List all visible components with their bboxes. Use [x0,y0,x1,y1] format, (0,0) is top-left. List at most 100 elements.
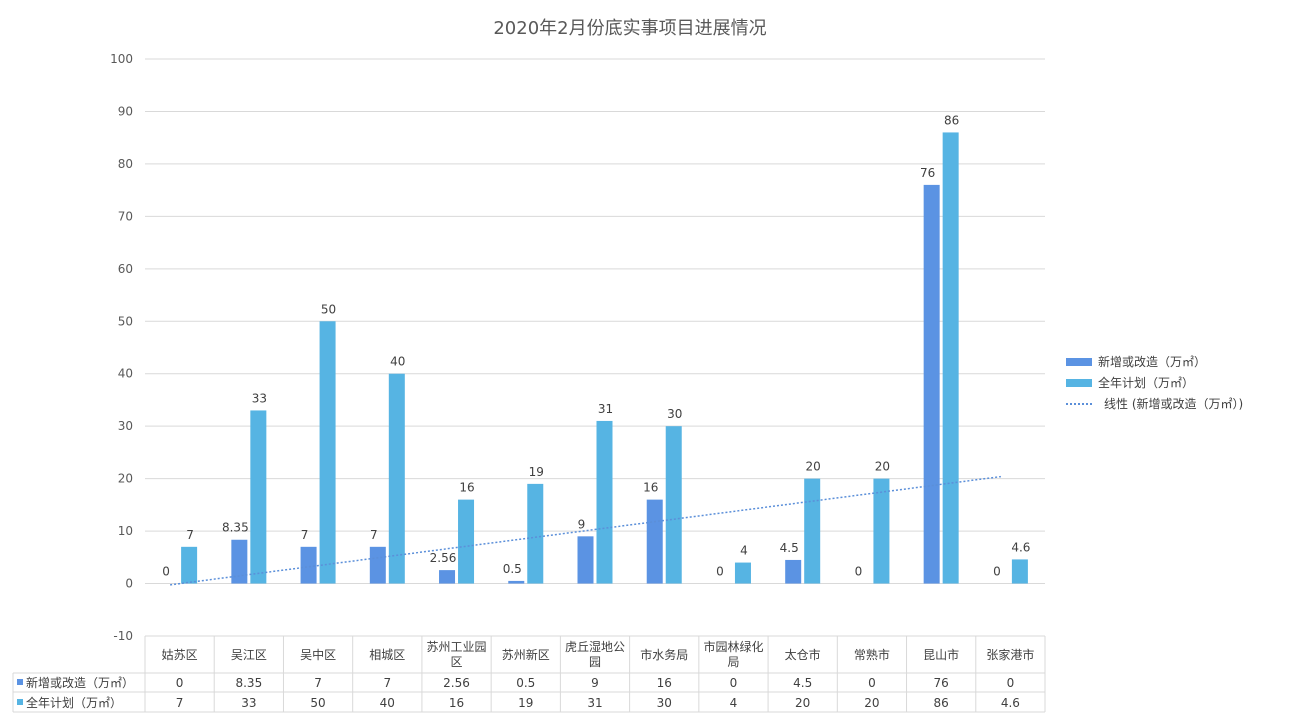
data-label-1-9: 20 [806,460,821,474]
legend-item-plan: 全年计划（万㎡） [1066,372,1243,393]
table-cell-0-8: 0 [730,676,738,690]
data-label-0-8: 0 [716,565,724,579]
data-label-1-2: 50 [321,302,336,316]
table-cell-1-10: 20 [864,696,879,710]
data-label-1-7: 30 [667,407,682,421]
category-label-5: 苏州新区 [502,647,550,662]
category-label-12: 张家港市 [986,647,1034,662]
bar-0-4 [439,570,456,584]
table-legend-key-1 [17,699,23,705]
table-cell-0-3: 7 [383,676,391,690]
table-cell-1-7: 30 [657,696,672,710]
category-label-0: 姑苏区 [162,648,198,662]
bar-0-1 [231,539,248,584]
bar-1-5 [527,483,544,584]
bar-0-9 [785,559,802,584]
data-label-0-10: 0 [855,565,863,579]
table-cell-1-0: 7 [176,696,184,710]
legend-item-trend: 线性 (新增或改造（万㎡）) [1066,393,1243,414]
table-cell-0-11: 76 [934,676,949,690]
table-cell-0-4: 2.56 [443,676,470,690]
y-tick-label-0: -10 [113,629,133,643]
bar-0-6 [577,536,594,584]
category-label-1: 吴江区 [231,648,267,662]
bar-0-11 [923,184,940,584]
data-label-1-12: 4.6 [1011,540,1030,554]
legend-label-new: 新增或改造（万㎡） [1098,355,1207,369]
legend: 新增或改造（万㎡） 全年计划（万㎡） 线性 (新增或改造（万㎡）) [1066,351,1243,414]
data-label-1-4: 16 [459,481,474,495]
table-cell-0-0: 0 [176,676,184,690]
table-cell-1-2: 50 [310,696,325,710]
y-tick-label-4: 30 [118,419,133,433]
category-label-3: 相城区 [369,648,405,662]
data-label-0-0: 0 [162,565,170,579]
legend-swatch-new [1066,357,1092,366]
category-label-6-0: 虎丘湿地公 [565,639,625,654]
y-tick-label-9: 80 [118,157,133,171]
category-label-8-0: 市园林绿化 [703,639,763,654]
data-label-0-4: 2.56 [430,551,457,565]
table-cell-1-8: 4 [730,696,738,710]
bar-1-1 [250,410,267,584]
bar-1-10 [873,478,890,584]
chart-title: 2020年2月份底实事项目进展情况 [493,18,767,39]
legend-swatch-trend [1066,402,1092,405]
table-cell-1-9: 20 [795,696,810,710]
category-label-10: 常熟市 [854,647,890,662]
legend-item-new: 新增或改造（万㎡） [1066,351,1243,372]
bar-0-3 [369,546,386,584]
y-tick-label-3: 20 [118,472,133,486]
table-series-name-1: 全年计划（万㎡） [26,695,122,710]
bar-1-0 [181,546,198,584]
bar-1-12 [1011,559,1028,584]
bar-0-5 [508,580,525,584]
data-label-1-6: 31 [598,402,613,416]
category-label-7: 市水务局 [640,647,688,662]
category-label-8-1: 局 [727,655,739,669]
data-label-0-7: 16 [643,481,658,495]
y-tick-label-8: 70 [118,209,133,223]
y-tick-label-11: 100 [110,52,133,66]
table-cell-0-7: 16 [657,676,672,690]
data-label-1-11: 86 [944,113,959,127]
y-tick-label-2: 10 [118,524,133,538]
y-tick-label-6: 50 [118,314,133,328]
table-cell-1-6: 31 [587,696,602,710]
table-cell-1-4: 16 [449,696,464,710]
y-tick-label-7: 60 [118,262,133,276]
table-cell-0-10: 0 [868,676,876,690]
data-label-0-3: 7 [370,528,378,542]
table-cell-0-5: 0.5 [516,676,535,690]
table-cell-0-1: 8.35 [235,676,262,690]
data-label-1-0: 7 [186,528,194,542]
bar-1-9 [804,478,821,584]
table-legend-key-0 [17,679,23,685]
data-label-1-1: 33 [252,391,267,405]
category-label-2: 吴中区 [300,647,336,662]
data-label-0-2: 7 [301,528,309,542]
bar-1-8 [734,562,751,584]
data-label-1-3: 40 [390,355,405,369]
category-label-11: 昆山市 [923,647,959,662]
category-label-4-0: 苏州工业园 [427,640,487,654]
legend-label-plan: 全年计划（万㎡） [1098,376,1195,390]
table-cell-0-6: 9 [591,676,599,690]
table-cell-0-9: 4.5 [793,676,812,690]
data-label-0-6: 9 [578,517,586,531]
legend-label-trend: 线性 (新增或改造（万㎡）) [1104,397,1244,411]
data-label-0-9: 4.5 [780,541,799,555]
y-tick-label-1: 0 [125,577,133,591]
bar-1-7 [665,426,682,584]
bar-1-4 [458,499,475,584]
data-label-1-10: 20 [875,460,890,474]
legend-swatch-plan [1066,378,1092,387]
category-label-6-1: 园 [589,655,601,669]
data-label-0-1: 8.35 [222,521,249,535]
bar-0-7 [646,499,663,584]
data-label-0-5: 0.5 [503,562,522,576]
table-cell-0-2: 7 [314,676,322,690]
table-cell-1-3: 40 [380,696,395,710]
